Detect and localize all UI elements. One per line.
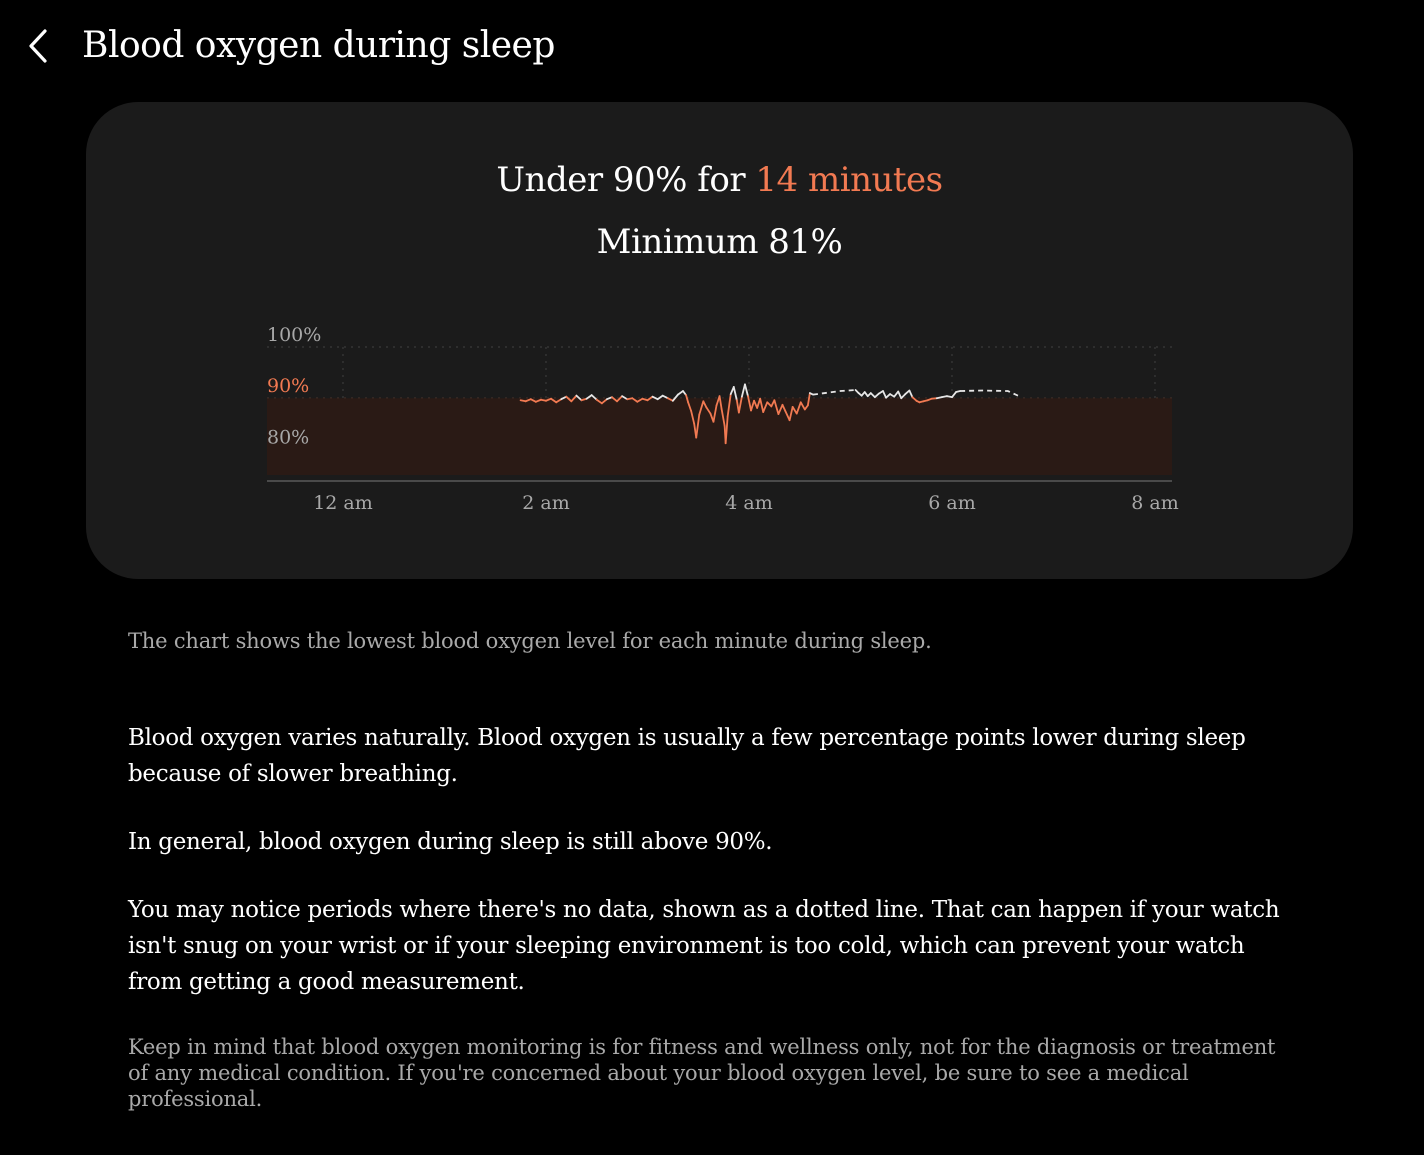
x-tick-label: 4 am: [725, 492, 772, 514]
below-threshold-segment: [570, 394, 578, 403]
chevron-left-icon: [29, 29, 47, 63]
below-threshold-segment: [799, 401, 806, 411]
oxygen-line-segment: [575, 394, 583, 402]
oxygen-line-segment: [656, 394, 664, 401]
below-threshold-segment: [545, 397, 552, 402]
under-threshold-summary: Under 90% for 14 minutes: [86, 160, 1353, 200]
y-tick-label: 90%: [267, 375, 309, 397]
chart-caption: The chart shows the lowest blood oxygen …: [128, 629, 932, 653]
oxygen-line-segment: [732, 386, 738, 402]
oxygen-line-segment: [677, 390, 684, 396]
blood-oxygen-chart: 100% 90% 80% 12 am 2 am 4 am 6 am 8 am: [267, 324, 1179, 514]
below-threshold-segment: [759, 397, 765, 413]
below-threshold-segment: [724, 415, 729, 445]
below-threshold-segment: [911, 396, 918, 402]
oxygen-line-segment: [606, 396, 613, 401]
info-paragraph-no-data: You may notice periods where there's no …: [128, 897, 1280, 995]
below-threshold-segment: [788, 406, 794, 422]
below-threshold-segment: [636, 397, 644, 403]
below-threshold-segment: [534, 398, 542, 403]
below-threshold-segment: [616, 395, 624, 403]
oxygen-line-segment: [590, 394, 598, 401]
oxygen-line-segment: [882, 390, 887, 399]
oxygen-line-segment: [744, 383, 749, 398]
summary-card: Under 90% for 14 minutes Minimum 81% 100…: [86, 102, 1353, 579]
no-data-segment: [960, 389, 1019, 397]
below-threshold-segment: [712, 404, 718, 423]
below-threshold-segment: [529, 398, 537, 403]
below-threshold-segment: [631, 397, 639, 403]
oxygen-line-segment: [869, 392, 876, 399]
x-tick-label: 6 am: [928, 492, 975, 514]
below-threshold-segment: [600, 398, 608, 405]
below-threshold-segment: [762, 401, 769, 413]
app-header: Blood oxygen during sleep: [0, 0, 1424, 96]
no-data-segment: [812, 389, 856, 396]
below-threshold-segment: [646, 395, 654, 402]
below-threshold-segment: [698, 400, 705, 416]
x-tick-label: 12 am: [313, 492, 373, 514]
below-threshold-segment: [524, 398, 532, 403]
oxygen-line-segment: [900, 393, 907, 400]
oxygen-line-segment: [897, 390, 903, 400]
below-threshold-segment: [555, 398, 563, 404]
below-threshold-segment: [695, 413, 701, 439]
below-threshold-segment: [687, 401, 693, 412]
page-title: Blood oxygen during sleep: [82, 25, 555, 66]
below-threshold-segment: [747, 395, 752, 412]
oxygen-line-segment: [908, 389, 914, 399]
info-paragraph-above-90: In general, blood oxygen during sleep is…: [128, 829, 773, 855]
oxygen-line-segment: [585, 394, 593, 400]
below-threshold-segment: [737, 395, 743, 414]
minimum-summary: Minimum 81%: [596, 222, 843, 262]
info-paragraph-natural-variation: Blood oxygen varies naturally. Blood oxy…: [128, 725, 1246, 787]
y-tick-label: 80%: [267, 426, 309, 448]
below-threshold-segment: [595, 398, 603, 405]
below-threshold-segment: [726, 393, 732, 418]
below-threshold-segment: [702, 400, 708, 409]
below-threshold-segment: [777, 403, 784, 415]
x-tick-label: 8 am: [1131, 492, 1178, 514]
oxygen-line-segment: [873, 392, 880, 399]
oxygen-line-segment: [955, 390, 962, 393]
below-threshold-segment: [766, 401, 773, 408]
below-threshold-segment: [720, 408, 726, 427]
below-threshold-segment: [791, 406, 798, 415]
oxygen-line-segment: [893, 390, 900, 398]
back-button[interactable]: [18, 24, 62, 68]
oxygen-line-segment: [951, 391, 957, 399]
below-threshold-segment: [685, 394, 689, 404]
below-threshold-segment: [690, 410, 696, 425]
oxygen-line-segment: [661, 394, 669, 400]
below-threshold-segment: [718, 395, 723, 410]
below-threshold-segment: [806, 392, 811, 407]
below-threshold-segment: [781, 403, 787, 413]
below-threshold-segment: [666, 397, 674, 402]
below-threshold-segment: [795, 401, 802, 415]
oxygen-line-segment: [809, 392, 814, 396]
below-threshold-segment: [784, 410, 791, 422]
below-threshold-segment: [705, 406, 712, 415]
y-tick-label: 100%: [267, 324, 321, 346]
below-threshold-segment: [773, 399, 780, 415]
oxygen-line-segment: [651, 395, 659, 401]
below-threshold-segment: [550, 397, 558, 404]
below-threshold-segment: [565, 395, 573, 403]
below-threshold-segment: [611, 396, 618, 403]
oxygen-line-segment: [560, 395, 568, 401]
under-threshold-duration: 14 minutes: [755, 160, 943, 200]
x-tick-label: 2 am: [522, 492, 569, 514]
oxygen-line-segment: [885, 393, 891, 399]
under-threshold-prefix: Under 90% for: [496, 160, 756, 200]
below-threshold-band: [267, 398, 1172, 475]
oxygen-line-segment: [740, 383, 746, 398]
oxygen-line-segment: [671, 393, 679, 402]
oxygen-line-segment: [621, 395, 629, 401]
medical-disclaimer: Keep in mind that blood oxygen monitorin…: [128, 1035, 1276, 1111]
below-threshold-segment: [750, 399, 755, 412]
